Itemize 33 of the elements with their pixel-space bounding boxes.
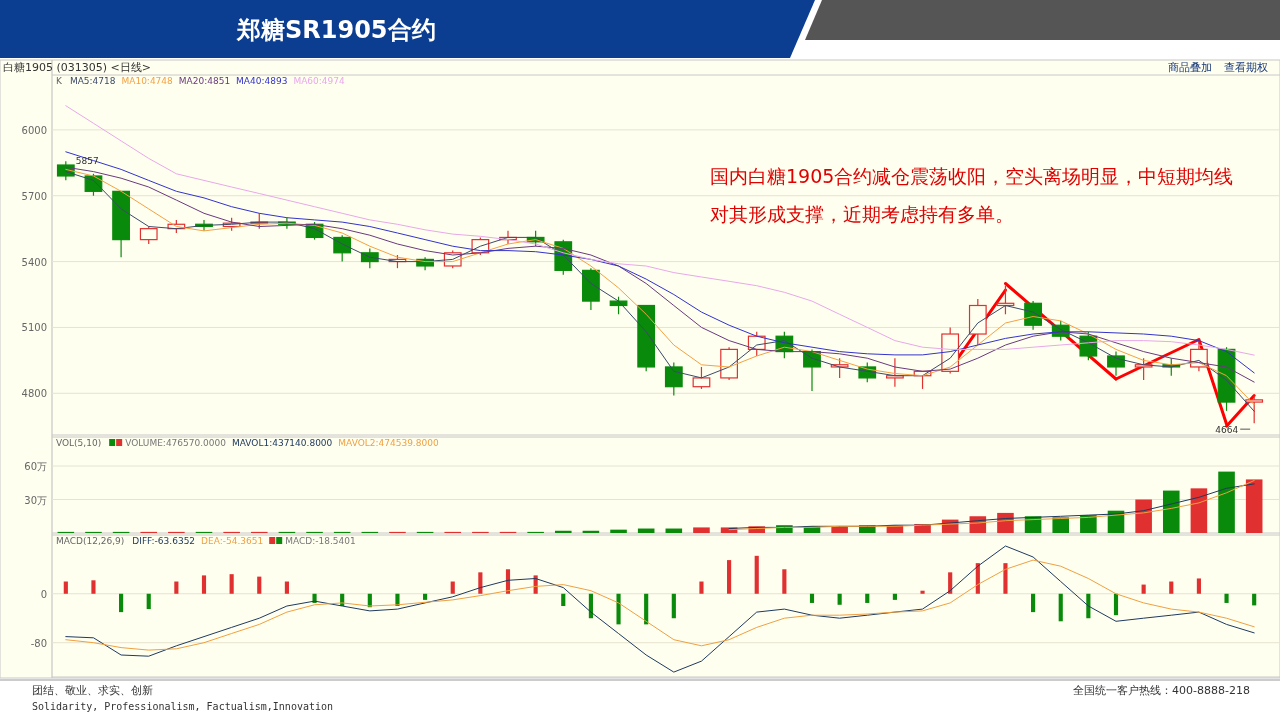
y-tick-label: -80	[30, 637, 47, 649]
annotation: 5857	[75, 156, 99, 167]
y-tick-label: 4800	[21, 388, 47, 400]
annotation: 国内白糖1905合约减仓震荡收阳，空头离场明显，中短期均线对其形成支撑，近期考虑持有多单。	[710, 165, 1234, 225]
text: 查看期权	[1224, 61, 1268, 74]
text: 全国统一客户热线：400-8888-218	[1073, 684, 1250, 697]
legend-title: MACD(12,26,9)	[56, 536, 125, 546]
annotation: 4664	[1215, 425, 1239, 436]
text: Solidarity, Professionalism, Factualism,Innovation	[32, 701, 334, 712]
text: MA10:4748	[121, 76, 174, 86]
legend-label: MACD:-18.5401	[285, 536, 356, 546]
text: DIFF:-63.6352	[132, 536, 196, 546]
text: MAVOL1:437140.8000	[232, 438, 333, 448]
chart-subtitle: 白糖1905 (031305) <日线>	[3, 61, 151, 74]
text: 商品叠加	[1168, 61, 1212, 74]
text: MA40:4893	[236, 76, 288, 86]
y-tick-label: 30万	[24, 494, 47, 506]
chart-title: 郑糖SR1905合约	[236, 16, 436, 44]
y-tick-label: 0	[40, 588, 47, 600]
legend-title: K	[56, 76, 63, 86]
text: MA60:4974	[293, 76, 345, 86]
text: MA5:4718	[69, 76, 116, 86]
legend-label: VOLUME:476570.0000	[125, 438, 227, 448]
text: DEA:-54.3651	[201, 536, 264, 546]
legend-title: VOL(5,10)	[56, 438, 102, 448]
y-tick-label: 5700	[21, 190, 47, 202]
text: MA20:4851	[178, 76, 231, 86]
text: 团结、敬业、求实、创新	[32, 684, 153, 697]
y-tick-label: 5400	[21, 256, 47, 268]
y-tick-label: 6000	[21, 124, 47, 136]
y-tick-label: 60万	[24, 461, 47, 473]
y-tick-label: 5100	[21, 322, 47, 334]
text: MAVOL2:474539.8000	[338, 438, 439, 448]
